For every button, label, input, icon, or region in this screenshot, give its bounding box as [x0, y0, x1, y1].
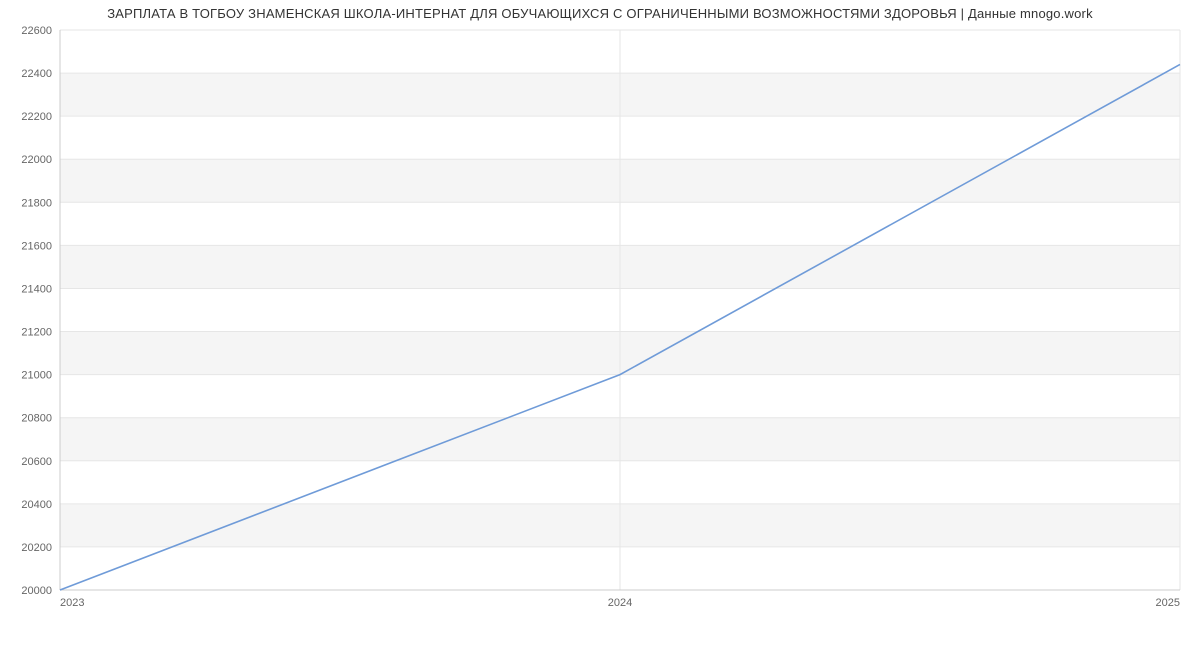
- y-tick-label: 21400: [21, 283, 52, 295]
- y-tick-label: 21800: [21, 197, 52, 209]
- x-tick-label: 2023: [60, 597, 84, 609]
- x-tick-label: 2025: [1156, 597, 1180, 609]
- y-tick-label: 21000: [21, 370, 52, 382]
- y-tick-label: 20800: [21, 413, 52, 425]
- y-tick-label: 20600: [21, 456, 52, 468]
- salary-chart: ЗАРПЛАТА В ТОГБОУ ЗНАМЕНСКАЯ ШКОЛА-ИНТЕР…: [0, 0, 1200, 650]
- y-tick-label: 21600: [21, 240, 52, 252]
- y-tick-label: 20200: [21, 542, 52, 554]
- y-tick-label: 22200: [21, 111, 52, 123]
- y-tick-label: 21200: [21, 327, 52, 339]
- y-tick-label: 20000: [21, 585, 52, 597]
- y-tick-label: 22000: [21, 154, 52, 166]
- chart-canvas: 20000 20200 20400 20600 20800 21000 21200 21400…: [0, 0, 1200, 650]
- y-tick-label: 20400: [21, 499, 52, 511]
- x-tick-label: 2024: [608, 597, 632, 609]
- y-tick-label: 22400: [21, 68, 52, 80]
- y-tick-label: 22600: [21, 25, 52, 37]
